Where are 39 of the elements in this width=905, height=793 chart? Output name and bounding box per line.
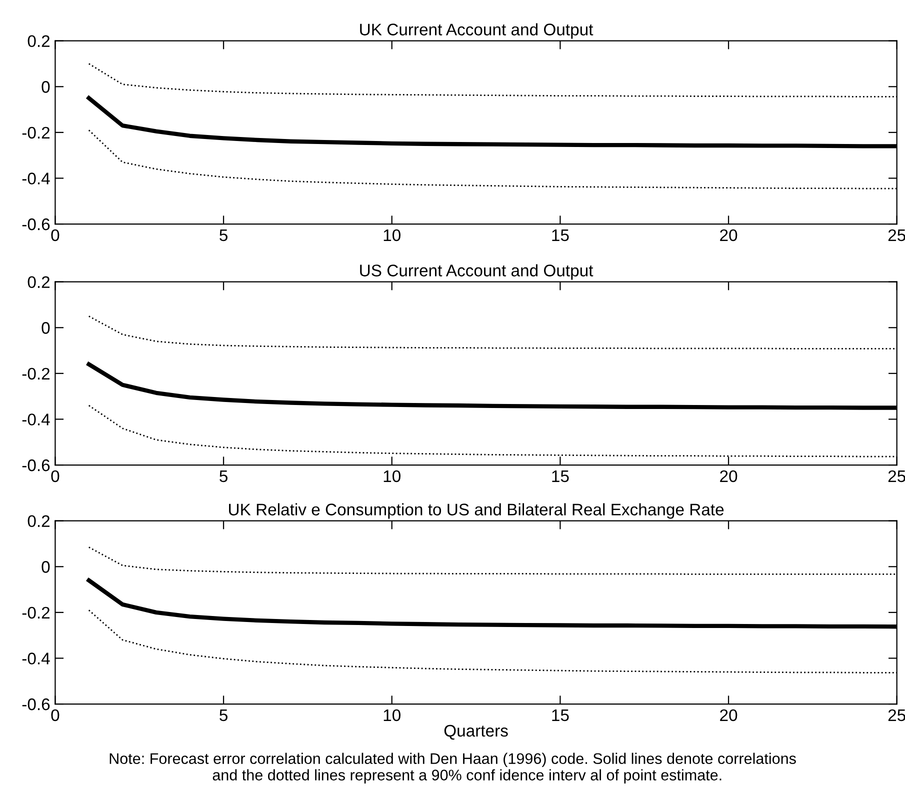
line-series: [88, 315, 897, 350]
y-tick-label: -0.4: [22, 172, 50, 184]
y-tick-label: 0.2: [28, 35, 50, 48]
y-tick-label: 0: [42, 561, 50, 573]
x-tick-label: 10: [384, 709, 400, 722]
chart-title: UK Relativ e Consumption to US and Bilateral Real Exchange Rate: [229, 503, 724, 519]
x-tick-label: 25: [888, 709, 905, 722]
x-tick-label: 0: [51, 470, 60, 482]
x-tick-label: 15: [552, 229, 569, 242]
text: Note: Forecast error correlation calculated with Den Haan (1996) code. Solid lines denote correlations and the dotted lines represent a 90% conf idence interv al of point estimate.: [110, 752, 796, 784]
x-tick-label: 10: [384, 229, 400, 242]
x-tick-label: 20: [720, 470, 738, 482]
x-tick-label: 5: [220, 710, 228, 722]
x-tick-label: 0: [51, 709, 60, 722]
x-tick-label: 20: [720, 229, 738, 242]
x-tick-label: 15: [552, 710, 569, 722]
y-tick-label: 0: [42, 81, 50, 93]
chart-title: UK Current Account and Output: [360, 23, 594, 39]
y-tick-label: 0: [42, 322, 50, 334]
y-tick-label: -0.4: [22, 652, 50, 664]
x-tick-label: 25: [888, 470, 905, 482]
x-tick-label: 5: [220, 470, 228, 482]
x-tick-label: 5: [220, 229, 228, 242]
y-tick-label: -0.6: [22, 218, 50, 230]
y-tick-label: -0.2: [22, 368, 50, 380]
x-tick-label: 10: [384, 470, 400, 482]
y-tick-label: 0.2: [28, 276, 50, 288]
x-tick-label: 0: [51, 229, 60, 242]
x-tick-label: 15: [552, 470, 569, 482]
y-tick-label: -0.2: [22, 126, 50, 139]
x-tick-label: 25: [888, 229, 905, 242]
y-tick-label: 0.2: [28, 515, 50, 528]
y-tick-label: -0.6: [22, 459, 50, 472]
chart-title: US Current Account and Output: [360, 264, 594, 280]
x-axis-title: Quarters: [444, 724, 508, 740]
y-tick-label: -0.6: [22, 698, 50, 710]
y-tick-label: -0.2: [22, 606, 50, 619]
y-tick-label: -0.4: [22, 414, 50, 426]
x-tick-label: 20: [720, 709, 738, 722]
